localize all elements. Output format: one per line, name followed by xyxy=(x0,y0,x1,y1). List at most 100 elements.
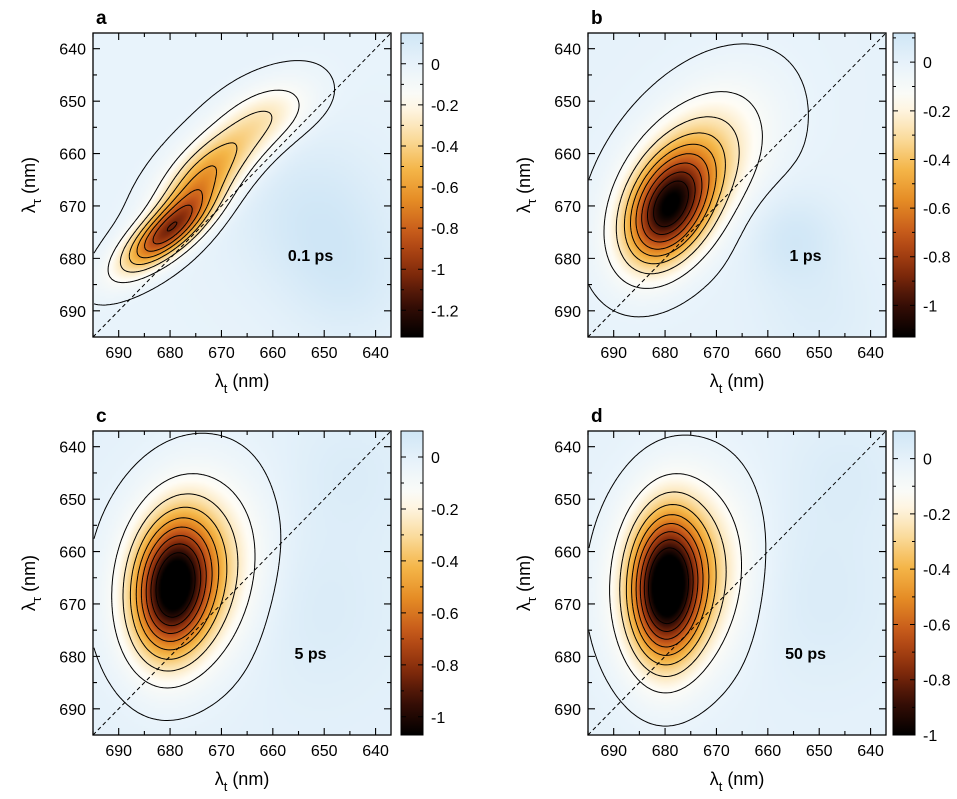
y-tick-label: 640 xyxy=(59,42,86,59)
contour-line xyxy=(119,110,273,273)
colorbar xyxy=(892,32,916,338)
plot-frame xyxy=(92,32,392,338)
y-tick-label: 690 xyxy=(59,702,86,719)
x-tick-label: 690 xyxy=(105,345,132,362)
colorbar-tick-label: 0 xyxy=(431,57,440,74)
panel-label: b xyxy=(591,8,603,29)
contour-line xyxy=(93,432,282,721)
contour-line xyxy=(107,89,300,284)
colorbar-tick-label: -0.6 xyxy=(923,201,951,218)
panel-b: 690 680 670 660 650 640 640 650 660 670 680 690 λt (… xyxy=(514,8,951,396)
panel-label: a xyxy=(96,8,107,29)
x-tick-label: 650 xyxy=(806,743,833,760)
contour-line xyxy=(625,504,717,666)
y-tick-label: 670 xyxy=(554,199,581,216)
y-axis-title: λτ (nm) xyxy=(19,157,44,213)
plot-frame xyxy=(587,32,887,338)
contour-line xyxy=(111,473,256,689)
colorbar-tick-label: -1 xyxy=(431,262,445,279)
x-axis-title: λt (nm) xyxy=(710,769,765,794)
colorbar-tick-label: -0.6 xyxy=(431,606,459,623)
contour-line xyxy=(93,60,336,306)
colorbar-tick-label: -0.6 xyxy=(923,617,951,634)
colorbar-tick-label: -0.4 xyxy=(923,562,951,579)
y-tick-label: 640 xyxy=(554,42,581,59)
contour-line xyxy=(140,526,213,642)
contour-line xyxy=(155,552,196,618)
colorbar xyxy=(400,430,424,736)
x-tick-label: 690 xyxy=(105,743,132,760)
colorbar-tick-label: -0.8 xyxy=(923,673,951,690)
x-tick-label: 640 xyxy=(362,345,389,362)
colorbar xyxy=(892,430,916,736)
contour-line xyxy=(635,523,704,648)
y-tick-label: 670 xyxy=(59,597,86,614)
contour-line xyxy=(639,531,699,640)
y-tick-label: 660 xyxy=(59,147,86,164)
y-tick-label: 660 xyxy=(59,545,86,562)
x-tick-label: 650 xyxy=(311,743,338,760)
colorbar-tick-label: -1.2 xyxy=(431,303,459,320)
colorbar-ticks xyxy=(893,37,915,331)
y-tick-label: 650 xyxy=(59,492,86,509)
colorbar-tick-label: -0.4 xyxy=(431,554,459,571)
contour-line xyxy=(166,221,178,232)
colorbar-tick-label: -0.2 xyxy=(431,98,459,115)
x-tick-label: 670 xyxy=(208,743,235,760)
colorbar-ticks xyxy=(401,42,423,332)
y-tick-label: 690 xyxy=(59,304,86,321)
colorbar-tick-label: 0 xyxy=(923,55,932,72)
colorbar-tick-label: -1 xyxy=(923,728,937,745)
colorbar-tick-label: -0.8 xyxy=(923,250,951,267)
panel-label: d xyxy=(591,406,603,427)
contour-line xyxy=(129,506,228,660)
contour-line xyxy=(122,493,239,672)
colorbar-tick-label: -0.8 xyxy=(431,221,459,238)
y-tick-label: 660 xyxy=(554,147,581,164)
colorbar-tick-label: -0.2 xyxy=(923,507,951,524)
plot-frame xyxy=(92,430,392,736)
y-tick-label: 680 xyxy=(59,649,86,666)
y-axis-title: λτ (nm) xyxy=(514,555,539,611)
plot-frame xyxy=(587,430,887,736)
colorbar xyxy=(400,32,424,338)
contour-lines xyxy=(588,43,809,318)
delay-time-label: 50 ps xyxy=(785,646,826,663)
contour-line xyxy=(588,434,767,727)
colorbar-tick-label: -0.4 xyxy=(923,152,951,169)
contour-line xyxy=(603,91,763,289)
delay-time-label: 5 ps xyxy=(295,646,327,663)
contour-lines xyxy=(93,60,336,306)
contour-line xyxy=(136,165,217,259)
contour-lines xyxy=(93,432,282,721)
contour-line xyxy=(630,143,717,257)
x-tick-label: 690 xyxy=(600,345,627,362)
contour-line xyxy=(609,473,742,694)
y-tick-label: 680 xyxy=(554,649,581,666)
y-tick-label: 650 xyxy=(554,94,581,111)
contour-line xyxy=(643,539,694,632)
x-axis-title: λt (nm) xyxy=(710,371,765,396)
y-tick-label: 680 xyxy=(554,251,581,268)
x-tick-label: 640 xyxy=(857,743,884,760)
axis-ticks xyxy=(92,33,391,338)
x-tick-label: 660 xyxy=(259,743,286,760)
contour-lines xyxy=(588,434,767,727)
contour-line xyxy=(631,514,710,656)
axis-ticks xyxy=(587,431,886,736)
x-tick-label: 670 xyxy=(208,345,235,362)
contour-line xyxy=(152,204,193,245)
y-tick-label: 650 xyxy=(554,492,581,509)
panel-d: 690 680 670 660 650 640 640 650 660 670 680 690 λt (… xyxy=(514,406,951,794)
y-axis-title: λτ (nm) xyxy=(514,157,539,213)
x-tick-label: 660 xyxy=(754,345,781,362)
axis-ticks xyxy=(587,33,886,338)
y-tick-label: 640 xyxy=(554,440,581,457)
x-tick-label: 650 xyxy=(311,345,338,362)
delay-time-label: 1 ps xyxy=(790,248,822,265)
colorbar-tick-label: 0 xyxy=(431,450,440,467)
delay-time-label: 0.1 ps xyxy=(288,248,333,265)
x-tick-label: 680 xyxy=(157,743,184,760)
colorbar-tick-label: -1 xyxy=(923,298,937,315)
